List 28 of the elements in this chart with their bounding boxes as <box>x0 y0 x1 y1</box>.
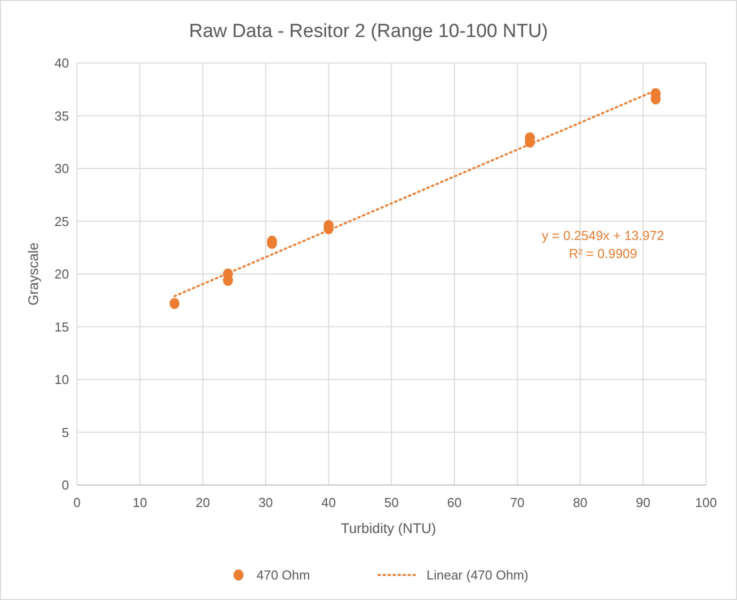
y-tick-label: 0 <box>62 478 69 493</box>
x-tick-label: 30 <box>258 495 273 510</box>
x-tick-label: 60 <box>447 495 462 510</box>
legend-label: Linear (470 Ohm) <box>426 568 528 583</box>
annotation: y = 0.2549x + 13.972 <box>542 228 664 243</box>
y-tick-label: 40 <box>54 56 69 71</box>
y-tick-label: 5 <box>62 424 69 440</box>
y-tick-label: 10 <box>54 372 69 388</box>
y-tick-label: 25 <box>54 214 69 229</box>
x-tick-label: 0 <box>73 495 81 510</box>
point <box>169 298 180 310</box>
x-tick-label: 100 <box>695 495 717 510</box>
annotation: R² = 0.9909 <box>568 246 638 261</box>
y-tick-label: 20 <box>54 266 69 282</box>
x-axis-title: Turbidity (NTU) <box>340 520 436 536</box>
x-tick-label: 70 <box>510 495 525 510</box>
chart-title: Raw Data - Resitor 2 (Range 10-100 NTU) <box>188 21 548 42</box>
x-tick-label: 50 <box>384 495 399 510</box>
y-tick-label: 35 <box>54 108 69 124</box>
x-tick-label: 90 <box>636 495 650 510</box>
y-axis-title: Grayscale <box>25 242 41 306</box>
y-tick-label: 15 <box>54 319 69 334</box>
x-tick-label: 20 <box>196 495 210 510</box>
x-tick-label: 80 <box>572 495 588 510</box>
x-tick-label: 40 <box>321 495 336 510</box>
y-tick-label: 30 <box>54 161 69 176</box>
x-tick-label: 10 <box>132 495 148 510</box>
legend-label: 470 Ohm <box>256 568 310 583</box>
